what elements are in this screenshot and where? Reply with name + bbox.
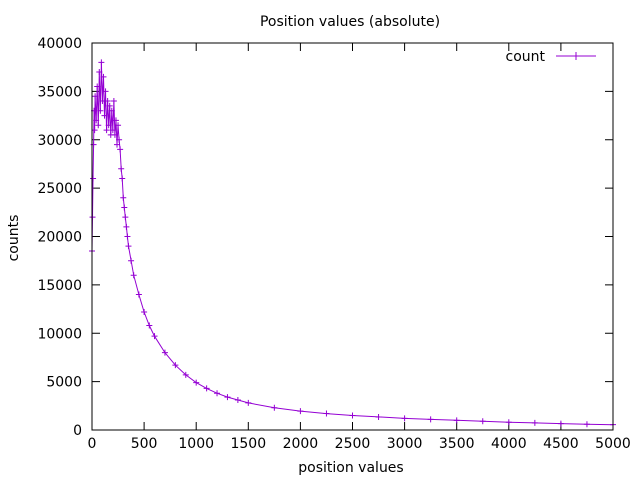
data-point — [479, 418, 486, 425]
data-point — [98, 59, 105, 66]
data-point — [271, 404, 278, 411]
data-point — [427, 416, 434, 423]
x-axis-label: position values — [298, 460, 403, 476]
data-point — [112, 117, 119, 124]
data-point — [583, 421, 590, 428]
data-point — [124, 233, 131, 240]
data-point — [349, 412, 356, 419]
data-point — [115, 122, 122, 129]
data-point — [90, 175, 97, 182]
data-point — [97, 107, 104, 114]
data-point — [130, 272, 137, 279]
data-point — [135, 291, 142, 298]
data-point — [401, 415, 408, 422]
data-point — [95, 122, 102, 129]
data-point — [557, 420, 564, 427]
data-point — [182, 371, 189, 378]
data-point — [102, 88, 109, 95]
y-tick-label: 0 — [73, 423, 82, 439]
x-tick-label: 1500 — [230, 436, 266, 452]
data-point — [94, 83, 101, 90]
x-tick-label: 3500 — [439, 436, 475, 452]
data-point — [116, 136, 123, 143]
y-tick-label: 30000 — [37, 133, 82, 149]
axis-ticks: 0 500 1000 1500 2000 2500 3000 3500 4000 4500 5000… — [37, 36, 630, 452]
data-point — [297, 408, 304, 415]
y-tick-label: 35000 — [37, 84, 82, 100]
x-tick-label: 3000 — [387, 436, 423, 452]
data-point — [193, 379, 200, 386]
data-point — [125, 243, 132, 250]
data-point — [224, 394, 231, 401]
data-point — [96, 69, 103, 76]
x-tick-label: 4000 — [491, 436, 527, 452]
data-point — [245, 399, 252, 406]
data-point — [106, 102, 113, 109]
data-point — [117, 146, 124, 153]
chart-title: Position values (absolute) — [260, 14, 440, 30]
data-point — [99, 98, 106, 105]
x-tick-label: 5000 — [595, 436, 631, 452]
y-tick-label: 20000 — [37, 230, 82, 246]
series-line-count — [91, 62, 614, 426]
legend-label: count — [506, 49, 546, 65]
plot-frame — [91, 42, 614, 431]
y-tick-label: 15000 — [37, 278, 82, 294]
data-point — [103, 127, 110, 134]
data-point — [203, 385, 210, 392]
data-point — [123, 223, 130, 230]
data-point — [110, 98, 117, 105]
data-point — [122, 214, 129, 221]
data-point — [90, 141, 97, 148]
x-tick-label: 500 — [131, 436, 158, 452]
y-tick-label: 25000 — [37, 181, 82, 197]
x-tick-label: 4500 — [543, 436, 579, 452]
data-point — [100, 73, 107, 80]
data-point — [114, 141, 121, 148]
data-point — [161, 349, 168, 356]
legend-marker — [572, 52, 580, 60]
data-point — [375, 413, 382, 420]
plot-area — [89, 59, 616, 428]
data-point — [89, 214, 96, 221]
data-point — [120, 194, 127, 201]
y-tick-label: 10000 — [37, 326, 82, 342]
data-point — [121, 204, 128, 211]
data-point — [505, 419, 512, 426]
data-point — [234, 397, 241, 404]
data-point — [105, 122, 112, 129]
data-point — [453, 417, 460, 424]
x-tick-label: 0 — [88, 436, 97, 452]
y-tick-label: 5000 — [46, 375, 82, 391]
data-point — [141, 308, 148, 315]
y-tick-label: 40000 — [37, 36, 82, 52]
data-point — [104, 98, 111, 105]
data-point — [151, 333, 158, 340]
data-point — [109, 127, 116, 134]
data-point — [323, 410, 330, 417]
data-point — [91, 127, 98, 134]
data-point — [108, 107, 115, 114]
data-point — [119, 175, 126, 182]
data-point — [92, 93, 99, 100]
x-tick-label: 2500 — [335, 436, 371, 452]
y-axis-label: counts — [6, 215, 22, 262]
data-point — [214, 390, 221, 397]
data-point — [172, 362, 179, 369]
data-point — [93, 117, 100, 124]
data-point — [531, 419, 538, 426]
data-point — [101, 112, 108, 119]
data-point — [118, 165, 125, 172]
data-point — [146, 322, 153, 329]
data-point — [111, 131, 118, 138]
data-point — [128, 257, 135, 264]
x-tick-label: 2000 — [283, 436, 319, 452]
legend: count — [506, 49, 596, 65]
x-tick-label: 1000 — [178, 436, 214, 452]
